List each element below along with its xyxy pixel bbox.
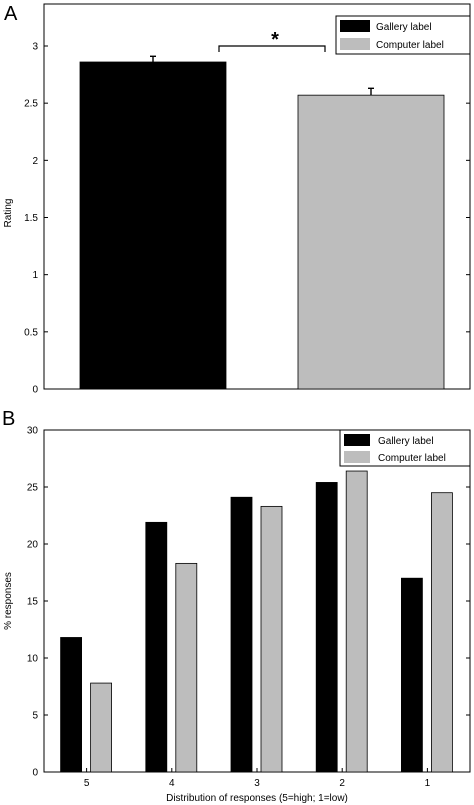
legend-swatch-gallery: [340, 20, 370, 32]
y-tick-label: 0: [32, 768, 38, 779]
y-tick-label: 5: [32, 711, 38, 722]
panel-b-label: B: [2, 408, 15, 430]
x-tick-label: 5: [84, 778, 90, 789]
panel-a-label: A: [4, 3, 18, 25]
x-tick-label: 2: [339, 778, 345, 789]
y-tick-label: 10: [27, 654, 39, 665]
bar-computer: [90, 682, 112, 773]
panel-b-x-axis: 5 4 3 2 1: [84, 768, 431, 789]
y-tick-label: 3: [32, 42, 38, 53]
panel-b-y-axis-label: % responses: [3, 572, 14, 630]
panel-a-y-axis-label: Rating: [3, 199, 14, 228]
y-tick-label: 0.5: [24, 327, 38, 338]
panel-b-bars: [60, 470, 453, 773]
bar-gallery: [60, 637, 82, 773]
y-tick-label: 20: [27, 540, 39, 551]
legend-label-gallery: Gallery label: [378, 436, 434, 447]
x-tick-label: 3: [254, 778, 260, 789]
significance-bracket: *: [218, 29, 326, 52]
panel-b-x-axis-label: Distribution of responses (5=high; 1=low…: [166, 793, 348, 804]
bar-computer: [297, 94, 445, 390]
panel-b-legend: Gallery label Computer label: [339, 429, 471, 467]
y-tick-label: 2.5: [24, 99, 38, 110]
y-tick-label: 30: [27, 426, 39, 437]
panel-a-legend: Gallery label Computer label: [335, 15, 471, 55]
panel-a-y-axis: 0 0.5 1 1.5 2 2.5 3: [24, 42, 470, 396]
y-tick-label: 2: [32, 156, 38, 167]
bar-computer: [345, 470, 368, 773]
panel-b: B 0 5 10 15 20 25 30 5 4 3 2 1 % responses Distrib…: [2, 408, 471, 804]
legend-swatch-computer: [340, 38, 370, 50]
x-tick-label: 4: [169, 778, 175, 789]
legend-swatch-gallery: [344, 434, 370, 446]
bar-gallery: [315, 482, 338, 773]
panel-a-bars: [79, 55, 445, 390]
legend-label-gallery: Gallery label: [376, 22, 432, 33]
bar-gallery: [79, 61, 227, 390]
significance-bracket-line: [218, 45, 326, 52]
significance-marker: *: [271, 29, 279, 51]
bar-computer: [430, 492, 453, 773]
y-tick-label: 1.5: [24, 213, 38, 224]
bar-gallery: [400, 577, 423, 773]
legend-label-computer: Computer label: [378, 453, 446, 464]
panel-a-plot-frame: [43, 3, 471, 390]
panel-b-y-axis: 0 5 10 15 20 25 30: [27, 426, 470, 779]
x-tick-label: 1: [425, 778, 431, 789]
y-tick-label: 0: [32, 385, 38, 396]
legend-label-computer: Computer label: [376, 40, 444, 51]
bar-gallery: [230, 496, 253, 773]
bar-computer: [260, 505, 283, 773]
y-tick-label: 25: [27, 483, 39, 494]
bar-gallery: [145, 521, 168, 773]
y-tick-label: 1: [32, 270, 38, 281]
y-tick-label: 15: [27, 597, 39, 608]
legend-swatch-computer: [344, 451, 370, 463]
panel-a: A 0 0.5 1 1.5 2 2.5 3 Rating * Gallery label C…: [3, 3, 471, 396]
bar-computer: [175, 562, 198, 773]
